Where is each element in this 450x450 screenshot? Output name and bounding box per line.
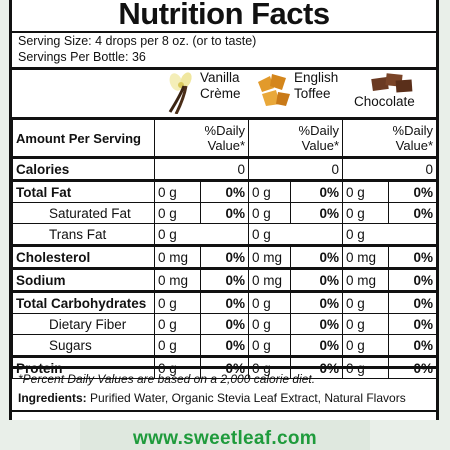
bottle-background [80, 420, 370, 450]
cell-amount: 0 mg [154, 267, 201, 292]
flavor-chocolate: Chocolate [352, 68, 436, 116]
cell-amount: 0 g [342, 334, 389, 357]
cell-percent: 0% [388, 290, 437, 314]
cell-amount: 0 g [248, 202, 291, 224]
flavor-toffee-line1: English [294, 70, 339, 85]
cell-amount: 0 mg [154, 244, 201, 269]
website-link[interactable]: www.sweetleaf.com [133, 428, 317, 449]
cell-percent: 0% [200, 244, 249, 269]
flavor-toffee: English Toffee [256, 68, 348, 116]
cell-amount: 0 mg [248, 244, 291, 269]
cell-amount: 0 g [248, 313, 291, 335]
flavor-vanilla-line2: Crème [200, 86, 241, 101]
title-rule [12, 31, 436, 33]
flavor-vanilla: Vanilla Crème [160, 68, 252, 116]
cell-percent: 0% [200, 267, 249, 292]
cell-percent: 0% [200, 290, 249, 314]
daily-value-header: %Daily Value* [248, 117, 343, 158]
cell-amount: 0 g [248, 290, 291, 314]
cell-percent: 0 [248, 156, 343, 181]
row-label: Saturated Fat [12, 202, 155, 224]
cell-amount: 0 g [248, 334, 291, 357]
cell-amount: 0 mg [248, 267, 291, 292]
row-label: Sodium [12, 267, 155, 292]
cell-percent: 0% [290, 334, 343, 357]
chocolate-icon [371, 73, 413, 93]
cell-percent: 0% [290, 290, 343, 314]
table-row: Calories 0 0 0 [12, 156, 437, 181]
vanilla-bean-icon [168, 72, 192, 114]
cell-percent: 0% [200, 334, 249, 357]
cell-percent: 0% [200, 179, 249, 203]
table-row: Cholesterol 0 mg 0% 0 mg 0% 0 mg 0% [12, 244, 437, 269]
cell-percent: 0% [200, 202, 249, 224]
cell-percent: 0% [290, 202, 343, 224]
cell-percent: 0% [388, 202, 437, 224]
table-row: Dietary Fiber 0 g 0% 0 g 0% 0 g 0% [12, 313, 437, 335]
cell-percent: 0% [388, 267, 437, 292]
cell-percent: 0% [200, 313, 249, 335]
flavor-vanilla-line1: Vanilla [200, 70, 240, 85]
amount-per-serving: Amount Per Serving [12, 117, 155, 158]
cell-percent: 0% [388, 244, 437, 269]
daily-value-header: %Daily Value* [154, 117, 249, 158]
row-label: Calories [12, 156, 155, 181]
table-row: Sugars 0 g 0% 0 g 0% 0 g 0% [12, 334, 437, 357]
table-row: Total Carbohydrates 0 g 0% 0 g 0% 0 g 0% [12, 290, 437, 314]
row-label: Total Carbohydrates [12, 290, 155, 314]
cell-amount: 0 g [154, 202, 201, 224]
row-label: Trans Fat [12, 223, 155, 246]
cell-percent: 0 [342, 156, 437, 181]
cell-amount: 0 g [154, 290, 201, 314]
cell-amount: 0 g [342, 290, 389, 314]
cell-amount: 0 g [154, 179, 201, 203]
cell-amount: 0 g [342, 202, 389, 224]
cell-amount: 0 g [154, 313, 201, 335]
cell-percent: 0% [290, 244, 343, 269]
cell-amount: 0 g [154, 334, 201, 357]
flavor-chocolate-line1: Chocolate [354, 94, 415, 109]
table-header-row: Amount Per Serving %Daily Value* %Daily Va… [12, 117, 437, 158]
daily-value-header: %Daily Value* [342, 117, 437, 158]
footnote: *Percent Daily Values are based on a 2,0… [18, 372, 316, 386]
row-label: Sugars [12, 334, 155, 357]
cell-amount: 0 g [248, 179, 291, 203]
table-row: Trans Fat 0 g 0 g 0 g [12, 223, 437, 246]
cell-amount: 0 g [248, 223, 343, 246]
cell-percent: 0 [154, 156, 249, 181]
nutrition-panel: Nutrition Facts Serving Size: 4 drops pe… [9, 0, 439, 420]
page-title: Nutrition Facts [118, 0, 330, 31]
ingredients: Ingredients: Purified Water, Organic Ste… [18, 391, 406, 405]
ingredients-label: Ingredients: [18, 391, 87, 405]
cell-amount: 0 g [342, 223, 437, 246]
ingredients-text: Purified Water, Organic Stevia Leaf Extr… [90, 391, 406, 405]
servings-per-bottle: Servings Per Bottle: 36 [18, 50, 146, 64]
serving-size: Serving Size: 4 drops per 8 oz. (or to t… [18, 34, 257, 48]
cell-amount: 0 g [342, 179, 389, 203]
thick-rule [12, 67, 436, 70]
toffee-icon [258, 74, 290, 106]
bottom-rule [12, 366, 436, 369]
nutrition-table: Amount Per Serving %Daily Value* %Daily Va… [12, 117, 437, 379]
cell-percent: 0% [290, 267, 343, 292]
cell-percent: 0% [388, 313, 437, 335]
flavor-toffee-line2: Toffee [294, 86, 331, 101]
cell-amount: 0 g [154, 223, 249, 246]
cell-amount: 0 g [342, 313, 389, 335]
cell-amount: 0 mg [342, 244, 389, 269]
cell-amount: 0 mg [342, 267, 389, 292]
row-label: Cholesterol [12, 244, 155, 269]
cell-percent: 0% [388, 334, 437, 357]
cell-percent: 0% [290, 179, 343, 203]
table-row: Total Fat 0 g 0% 0 g 0% 0 g 0% [12, 179, 437, 203]
row-label: Dietary Fiber [12, 313, 155, 335]
cell-percent: 0% [388, 179, 437, 203]
table-row: Sodium 0 mg 0% 0 mg 0% 0 mg 0% [12, 267, 437, 292]
panel-bottom-rule [12, 410, 436, 412]
table-row: Saturated Fat 0 g 0% 0 g 0% 0 g 0% [12, 202, 437, 224]
cell-percent: 0% [290, 313, 343, 335]
row-label: Total Fat [12, 179, 155, 203]
